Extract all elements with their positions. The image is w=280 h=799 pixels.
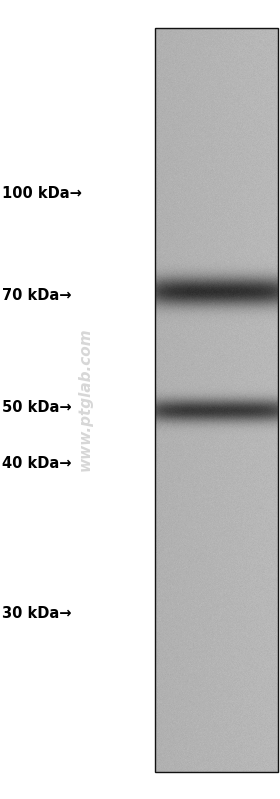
Text: 30 kDa→: 30 kDa→ [2, 606, 71, 621]
Bar [155, 28, 278, 772]
Text: 100 kDa→: 100 kDa→ [2, 185, 82, 201]
Text: 70 kDa→: 70 kDa→ [2, 288, 71, 303]
Text: 50 kDa→: 50 kDa→ [2, 400, 72, 415]
Text: www.ptglab.com: www.ptglab.com [78, 328, 93, 471]
Text: 40 kDa→: 40 kDa→ [2, 456, 71, 471]
